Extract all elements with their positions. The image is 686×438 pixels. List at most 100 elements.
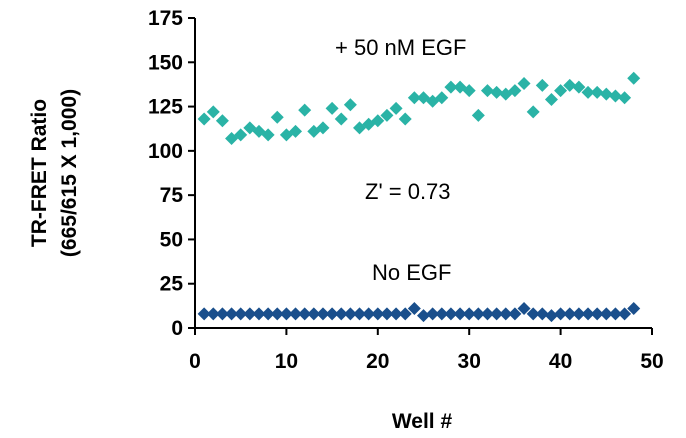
data-point-diamond	[316, 307, 330, 321]
data-point-diamond	[307, 307, 321, 321]
x-tick-label: 0	[189, 350, 201, 373]
data-point-diamond	[572, 307, 586, 321]
data-point-diamond	[234, 307, 248, 321]
y-axis-ticks: 0 25 50 75 100 125 150 175	[148, 7, 195, 340]
y-tick-label: 25	[160, 273, 184, 296]
series-1	[197, 302, 641, 323]
data-point-diamond	[261, 307, 275, 321]
y-tick-label: 150	[148, 51, 183, 74]
data-point-diamond	[471, 307, 485, 321]
data-point-diamond	[279, 307, 293, 321]
data-point-diamond	[572, 80, 586, 94]
data-point-diamond	[599, 87, 613, 101]
data-point-diamond	[343, 307, 357, 321]
data-points	[197, 71, 641, 323]
data-point-diamond	[398, 112, 412, 126]
data-point-diamond	[343, 98, 357, 112]
data-point-diamond	[225, 307, 239, 321]
annotation-zprime: Z' = 0.73	[365, 179, 451, 204]
x-axis-title: Well #	[392, 410, 453, 433]
data-point-diamond	[334, 112, 348, 126]
data-point-diamond	[508, 307, 522, 321]
data-point-diamond	[599, 307, 613, 321]
data-point-diamond	[581, 307, 595, 321]
data-point-diamond	[627, 302, 641, 316]
data-point-diamond	[389, 307, 403, 321]
data-point-diamond	[535, 307, 549, 321]
data-point-diamond	[362, 307, 376, 321]
annotation-no-egf: No EGF	[372, 260, 451, 285]
data-point-diamond	[590, 307, 604, 321]
data-point-diamond	[480, 84, 494, 98]
data-point-diamond	[215, 307, 229, 321]
data-point-diamond	[353, 307, 367, 321]
data-point-diamond	[252, 307, 266, 321]
data-point-diamond	[544, 92, 558, 106]
x-tick-label: 10	[275, 350, 298, 373]
data-point-diamond	[389, 101, 403, 115]
data-point-diamond	[325, 101, 339, 115]
x-axis-ticks: 0 10 20 30 40 50	[189, 328, 664, 373]
data-point-diamond	[298, 103, 312, 117]
data-point-diamond	[526, 307, 540, 321]
data-point-diamond	[325, 307, 339, 321]
data-point-diamond	[435, 91, 449, 105]
data-point-diamond	[407, 302, 421, 316]
x-tick-label: 50	[640, 350, 663, 373]
data-point-diamond	[289, 307, 303, 321]
y-tick-label: 0	[171, 317, 183, 340]
y-axis-title-line2: (665/615 X 1,000)	[58, 89, 81, 257]
data-point-diamond	[444, 307, 458, 321]
y-tick-label: 50	[160, 228, 183, 251]
data-point-diamond	[197, 112, 211, 126]
data-point-diamond	[480, 307, 494, 321]
data-point-diamond	[270, 307, 284, 321]
data-point-diamond	[289, 124, 303, 138]
x-tick-label: 20	[366, 350, 389, 373]
data-point-diamond	[517, 302, 531, 316]
data-point-diamond	[581, 85, 595, 99]
data-point-diamond	[407, 91, 421, 105]
data-point-diamond	[490, 85, 504, 99]
data-point-diamond	[526, 105, 540, 119]
y-tick-label: 100	[148, 140, 183, 163]
data-point-diamond	[444, 80, 458, 94]
data-point-diamond	[499, 307, 513, 321]
data-point-diamond	[608, 89, 622, 103]
data-point-diamond	[453, 307, 467, 321]
data-point-diamond	[398, 307, 412, 321]
data-point-diamond	[618, 307, 632, 321]
data-point-diamond	[590, 85, 604, 99]
data-point-diamond	[380, 307, 394, 321]
data-point-diamond	[380, 108, 394, 122]
data-point-diamond	[206, 105, 220, 119]
data-point-diamond	[554, 307, 568, 321]
data-point-diamond	[563, 78, 577, 92]
y-tick-label: 75	[160, 184, 184, 207]
annotation-egf: + 50 nM EGF	[335, 35, 466, 60]
data-point-diamond	[554, 84, 568, 98]
data-point-diamond	[471, 108, 485, 122]
data-point-diamond	[206, 307, 220, 321]
data-point-diamond	[371, 307, 385, 321]
data-point-diamond	[618, 91, 632, 105]
data-point-diamond	[334, 307, 348, 321]
data-point-diamond	[563, 307, 577, 321]
data-point-diamond	[298, 307, 312, 321]
data-point-diamond	[197, 307, 211, 321]
data-point-diamond	[234, 128, 248, 142]
data-point-diamond	[426, 307, 440, 321]
data-point-diamond	[544, 309, 558, 323]
data-point-diamond	[535, 78, 549, 92]
series-0	[197, 71, 641, 145]
data-point-diamond	[462, 84, 476, 98]
data-point-diamond	[517, 77, 531, 91]
data-point-diamond	[490, 307, 504, 321]
y-tick-label: 175	[148, 7, 183, 30]
data-point-diamond	[215, 114, 229, 128]
data-point-diamond	[270, 110, 284, 124]
data-point-diamond	[462, 307, 476, 321]
data-point-diamond	[316, 121, 330, 135]
x-tick-label: 40	[549, 350, 572, 373]
